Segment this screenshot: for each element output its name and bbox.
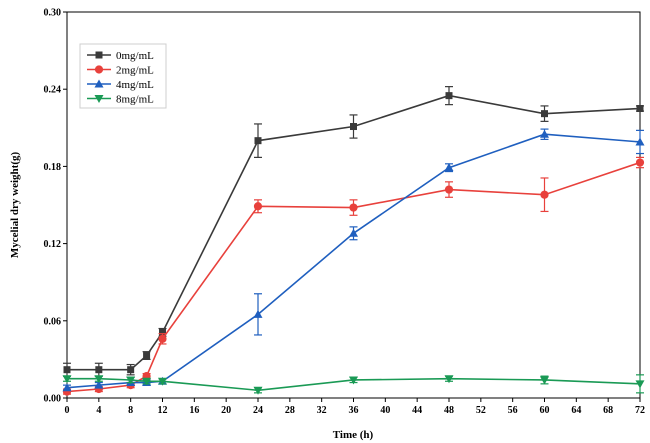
data-point bbox=[444, 375, 454, 384]
data-point bbox=[540, 376, 549, 385]
data-point bbox=[253, 309, 263, 318]
y-axis: 0.00 0.06 0.12 0.18 0.24 0.30 bbox=[44, 8, 67, 405]
data-point bbox=[540, 129, 549, 138]
legend-entry: 8mg/mL bbox=[87, 94, 154, 106]
series-0mg-ml bbox=[63, 86, 644, 377]
legend-entry: 0mg/mL bbox=[87, 50, 154, 62]
x-tick-label: 12 bbox=[158, 405, 168, 416]
data-point bbox=[158, 334, 167, 343]
legend-label: 4mg/mL bbox=[116, 79, 154, 91]
y-tick-label: 0.00 bbox=[44, 394, 62, 405]
y-tick-label: 0.12 bbox=[44, 239, 62, 250]
legend-entry: 4mg/mL bbox=[87, 79, 154, 91]
series-line bbox=[67, 377, 641, 392]
series-layer bbox=[62, 86, 645, 396]
x-tick-label: 56 bbox=[508, 405, 518, 416]
legend-marker bbox=[94, 65, 104, 74]
data-point bbox=[540, 190, 549, 199]
x-axis-title: Time (h) bbox=[333, 429, 374, 441]
series-line bbox=[67, 94, 641, 371]
data-point bbox=[636, 105, 644, 112]
data-point bbox=[254, 137, 262, 145]
x-tick-label: 0 bbox=[65, 405, 70, 416]
data-point bbox=[350, 123, 357, 131]
legend-label: 8mg/mL bbox=[116, 94, 154, 106]
data-point bbox=[94, 375, 104, 384]
x-tick-label: 20 bbox=[221, 405, 231, 416]
legend-label: 2mg/mL bbox=[116, 65, 154, 77]
x-tick-label: 60 bbox=[540, 405, 550, 416]
legend-marker bbox=[94, 95, 104, 103]
data-point bbox=[127, 366, 135, 374]
x-tick-label: 28 bbox=[285, 405, 295, 416]
data-point bbox=[159, 328, 166, 336]
data-point bbox=[143, 352, 151, 360]
data-point bbox=[62, 383, 72, 392]
x-tick-label: 36 bbox=[349, 405, 359, 416]
data-point bbox=[253, 386, 263, 395]
x-axis: 0 4 8 12 16 20 24 28 32 36 40 44 48 52 56 60 64 68 72 bbox=[65, 398, 645, 416]
x-tick-label: 44 bbox=[412, 405, 422, 416]
data-point bbox=[349, 203, 358, 212]
y-tick-label: 0.24 bbox=[44, 85, 62, 96]
x-tick-label: 52 bbox=[476, 405, 486, 416]
data-point bbox=[95, 366, 103, 374]
y-tick-label: 0.06 bbox=[44, 316, 62, 327]
data-point bbox=[349, 376, 358, 385]
data-point bbox=[635, 380, 645, 389]
data-point bbox=[635, 158, 645, 167]
legend-marker bbox=[95, 51, 103, 59]
legend-label: 0mg/mL bbox=[116, 50, 154, 62]
data-point bbox=[62, 375, 72, 384]
x-tick-label: 16 bbox=[189, 405, 199, 416]
x-tick-label: 40 bbox=[380, 405, 390, 416]
x-tick-label: 4 bbox=[96, 405, 101, 416]
series-line bbox=[66, 161, 641, 393]
data-point bbox=[541, 110, 548, 118]
series-line bbox=[66, 133, 641, 389]
data-point bbox=[142, 377, 152, 386]
data-point bbox=[158, 377, 167, 386]
legend-entry: 2mg/mL bbox=[87, 65, 154, 77]
data-point bbox=[253, 202, 263, 211]
data-point bbox=[126, 376, 136, 385]
y-tick-label: 0.30 bbox=[44, 8, 62, 19]
data-point bbox=[94, 380, 104, 389]
x-tick-label: 32 bbox=[317, 405, 327, 416]
data-point bbox=[63, 366, 71, 374]
data-point bbox=[444, 185, 454, 194]
x-tick-label: 8 bbox=[128, 405, 133, 416]
series-8mg-ml bbox=[62, 374, 645, 395]
x-tick-label: 72 bbox=[635, 405, 645, 416]
x-tick-label: 24 bbox=[253, 405, 263, 416]
legend-marker bbox=[94, 79, 104, 88]
x-tick-label: 48 bbox=[444, 405, 454, 416]
data-point bbox=[635, 137, 645, 146]
legend: 0mg/mL 2mg/mL 4mg/mL 8mg/mL bbox=[79, 43, 167, 109]
data-point bbox=[444, 163, 454, 172]
x-tick-label: 68 bbox=[603, 405, 613, 416]
data-point bbox=[445, 92, 453, 100]
y-axis-title: Mycelial dry weight(g) bbox=[9, 152, 21, 259]
y-tick-label: 0.18 bbox=[44, 162, 62, 173]
x-tick-label: 64 bbox=[571, 405, 581, 416]
data-point bbox=[349, 228, 358, 237]
